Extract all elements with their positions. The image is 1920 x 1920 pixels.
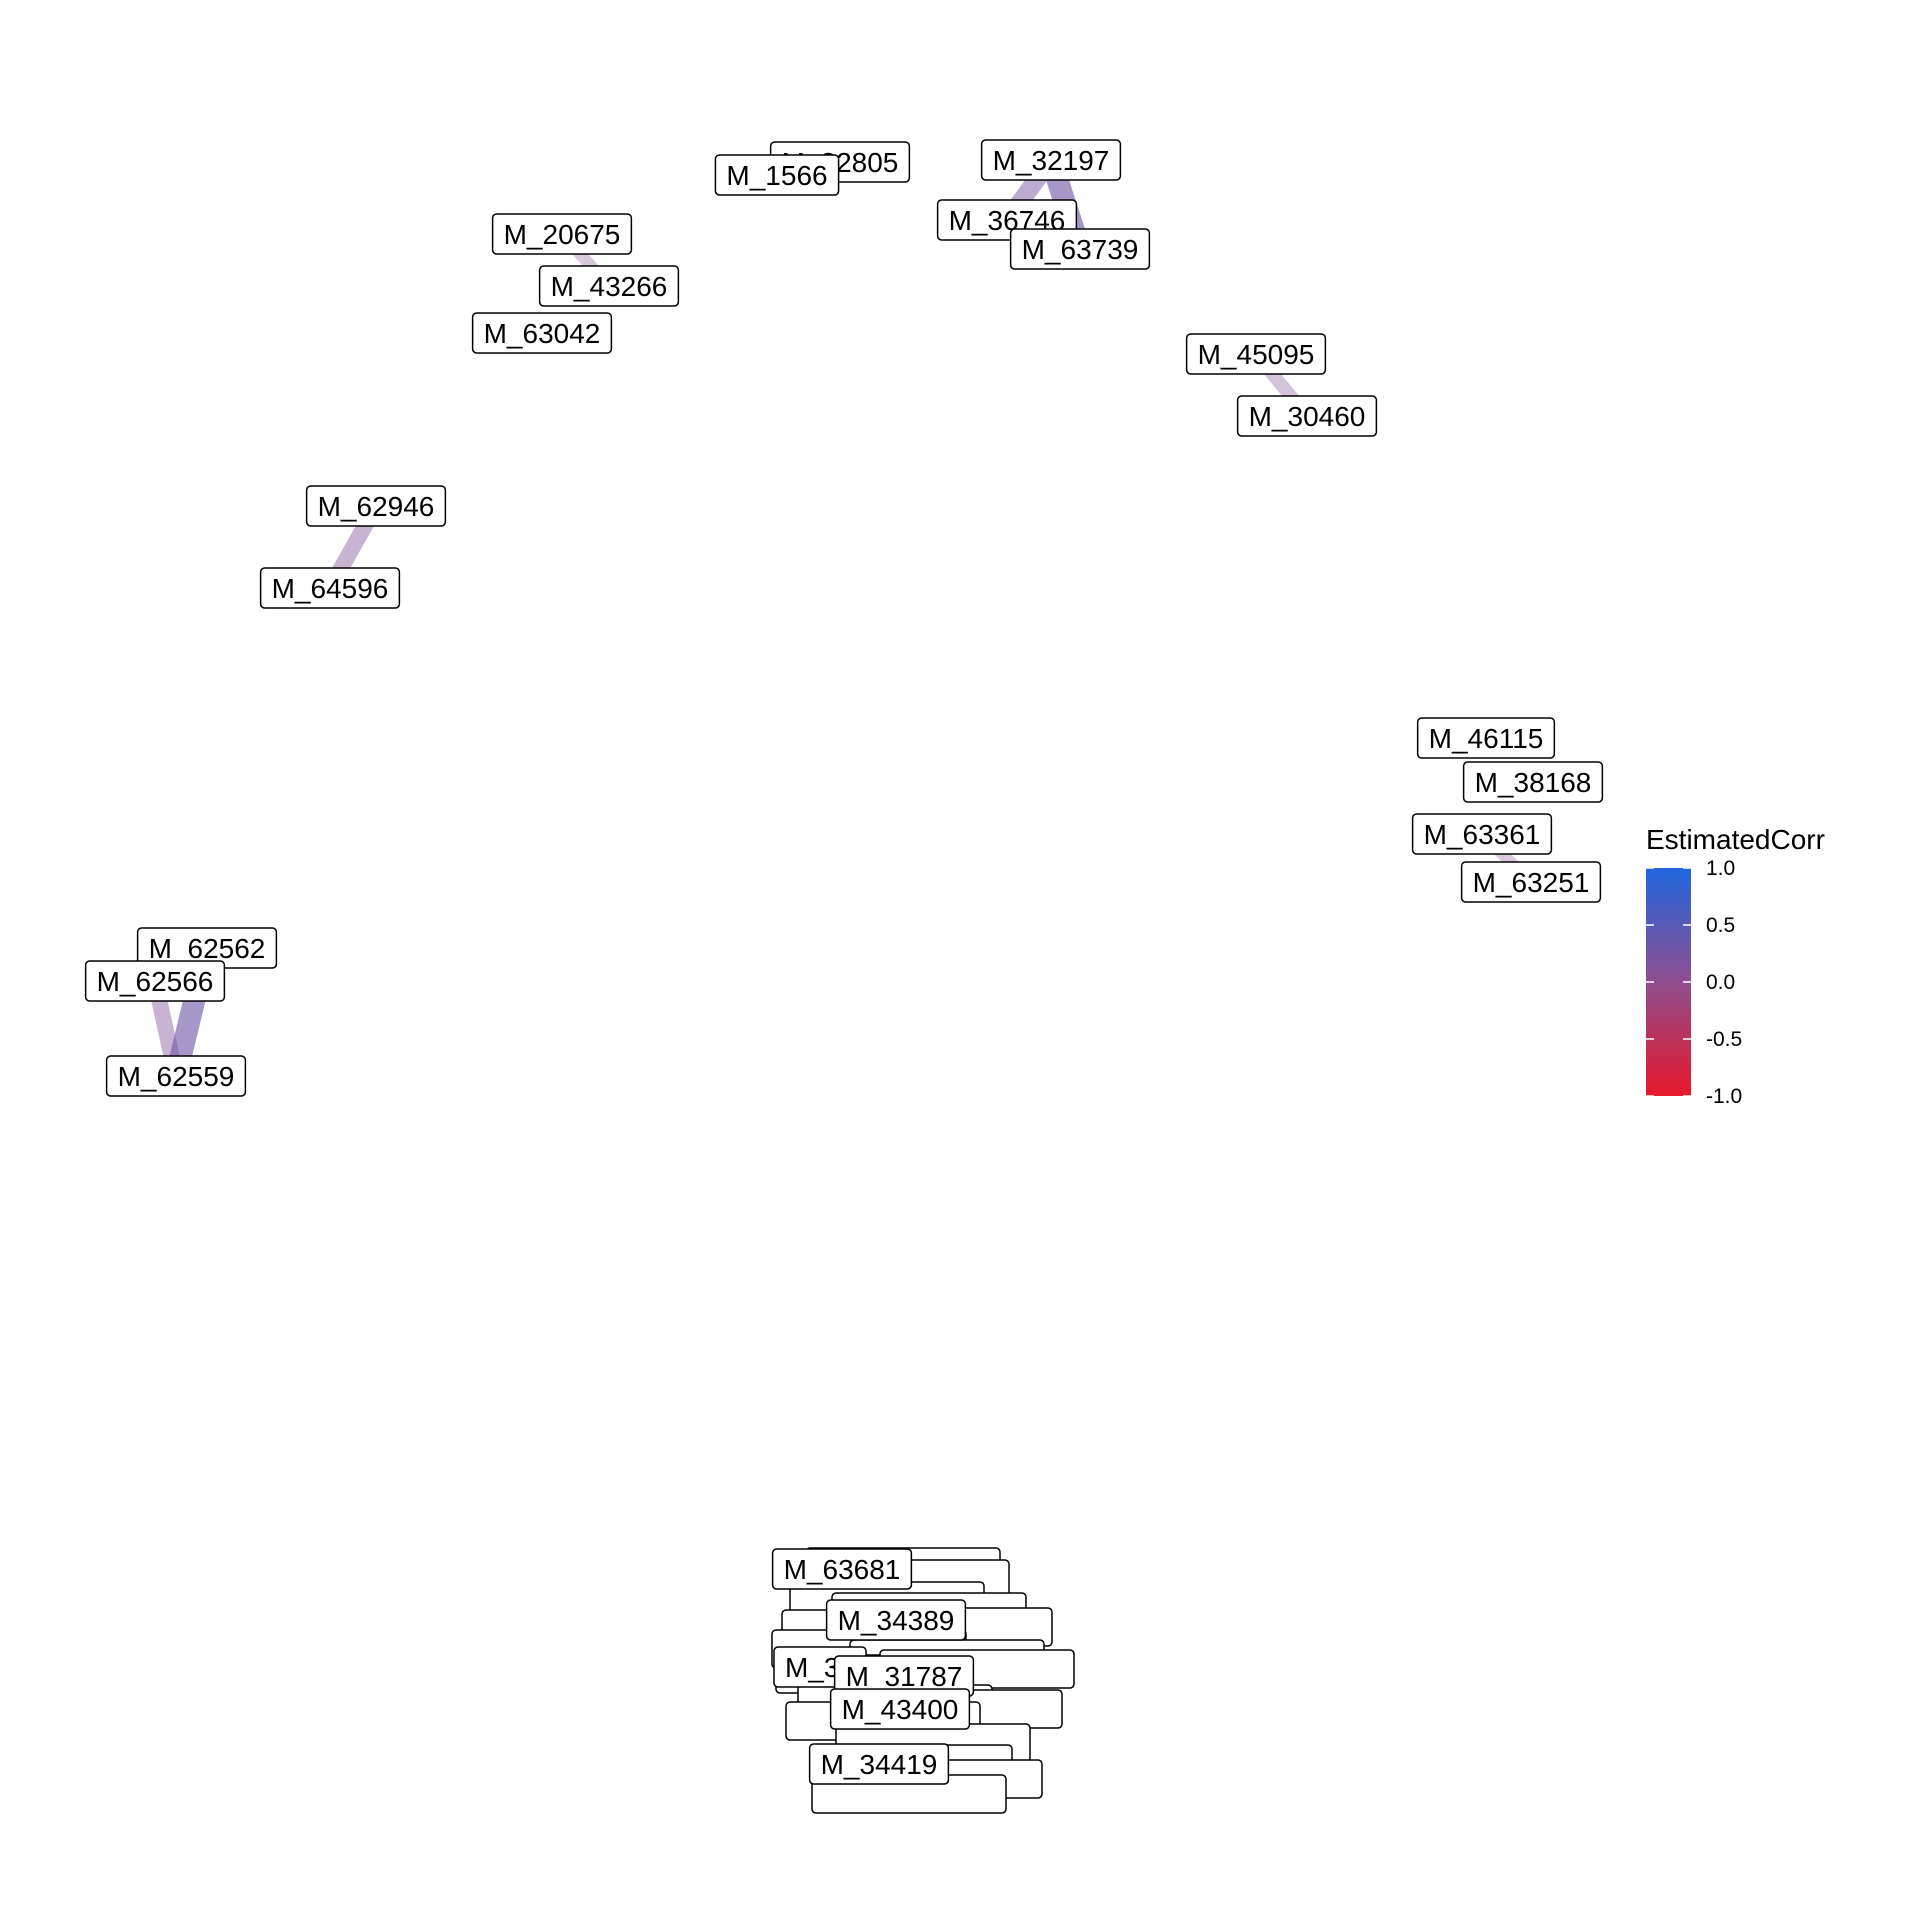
node-label-M_46115: M_46115 [1416, 717, 1556, 759]
node-label-text: M_64596 [272, 573, 389, 604]
node-label-M_34389: M_34389 [825, 1599, 967, 1641]
node-label-text: M_38168 [1475, 767, 1592, 798]
edge-layer [147, 154, 1536, 1079]
node-label-text: M_62566 [97, 966, 214, 997]
node-label-M_20675: M_20675 [491, 213, 633, 255]
node-label-M_45095: M_45095 [1185, 333, 1327, 375]
node-label-box [105, 1055, 247, 1097]
node-label-box [808, 1743, 950, 1785]
node-label-box [305, 485, 447, 527]
legend-tick-label: 1.0 [1706, 857, 1735, 880]
legend-tick-label: -1.0 [1706, 1085, 1742, 1108]
node-label-text: M_63251 [1473, 867, 1590, 898]
node-label-box [491, 213, 633, 255]
node-label-box [471, 312, 613, 354]
node-label-text: M_1566 [726, 160, 827, 191]
node-label-text: M_62562 [149, 933, 266, 964]
node-label-text: M_30460 [1249, 401, 1366, 432]
node-label-box [259, 567, 401, 609]
node-label-box [1236, 395, 1378, 437]
node-label-text: M_34419 [821, 1749, 938, 1780]
color-legend: EstimatedCorr 1.0 0.5 0.0 -0.5 -1.0 [1646, 824, 1825, 1108]
node-label-box [1460, 861, 1602, 903]
legend-tick-label: 0.0 [1706, 971, 1735, 994]
node-label-M_30460: M_30460 [1236, 395, 1378, 437]
node-label-M_63681: M_63681 [771, 1548, 913, 1590]
node-label-M_63042: M_63042 [471, 312, 613, 354]
node-label-text: M_45095 [1198, 339, 1315, 370]
node-label-text: M_63681 [784, 1554, 901, 1585]
node-label-box [829, 1688, 971, 1730]
node-label-M_62946: M_62946 [305, 485, 447, 527]
node-label-M_43266: M_43266 [538, 265, 680, 307]
node-label-text: M_43400 [842, 1694, 959, 1725]
node-label-M_1566: M_1566 [714, 154, 840, 196]
node-label-text: M_63739 [1022, 234, 1139, 265]
node-label-M_62559: M_62559 [105, 1055, 247, 1097]
node-label-M_62566: M_62566 [84, 960, 226, 1002]
node-label-M_63739: M_63739 [1009, 228, 1151, 270]
node-label-M_63361: M_63361 [1411, 813, 1553, 855]
node-label-box [1411, 813, 1553, 855]
legend-title: EstimatedCorr [1646, 824, 1825, 855]
node-label-box [84, 960, 226, 1002]
node-label-text: M_20675 [504, 219, 621, 250]
node-label-box [1009, 228, 1151, 270]
node-label-box [980, 139, 1122, 181]
legend-tick-label: -0.5 [1706, 1028, 1742, 1051]
node-label-text: M_63042 [484, 318, 601, 349]
node-label-text: M_62559 [118, 1061, 235, 1092]
node-label-text: M_46115 [1429, 723, 1544, 754]
node-label-text: M_43266 [551, 271, 668, 302]
node-label-text: M_31787 [846, 1661, 963, 1692]
node-label-text: M_34389 [838, 1605, 955, 1636]
node-label-M_38168: M_38168 [1462, 761, 1604, 803]
node-label-box [714, 154, 840, 196]
node-label-M_64596: M_64596 [259, 567, 401, 609]
node-label-box [538, 265, 680, 307]
node-label-box [825, 1599, 967, 1641]
node-label-M_31787: M_31787 [833, 1655, 975, 1697]
node-label-M_43400: M_43400 [829, 1688, 971, 1730]
node-label-text: M_62946 [318, 491, 435, 522]
node-label-box [1416, 717, 1556, 759]
node-label-box [771, 1548, 913, 1590]
node-label-M_34419: M_34419 [808, 1743, 950, 1785]
node-label-M_32197: M_32197 [980, 139, 1122, 181]
legend-tick-label: 0.5 [1706, 914, 1735, 937]
node-label-M_62562: M_62562 [136, 927, 278, 969]
node-label-box [1462, 761, 1604, 803]
node-label-box [1185, 333, 1327, 375]
node-label-M_63251: M_63251 [1460, 861, 1602, 903]
node-label-text: M_32197 [993, 145, 1110, 176]
node-label-text: M_63361 [1424, 819, 1541, 850]
